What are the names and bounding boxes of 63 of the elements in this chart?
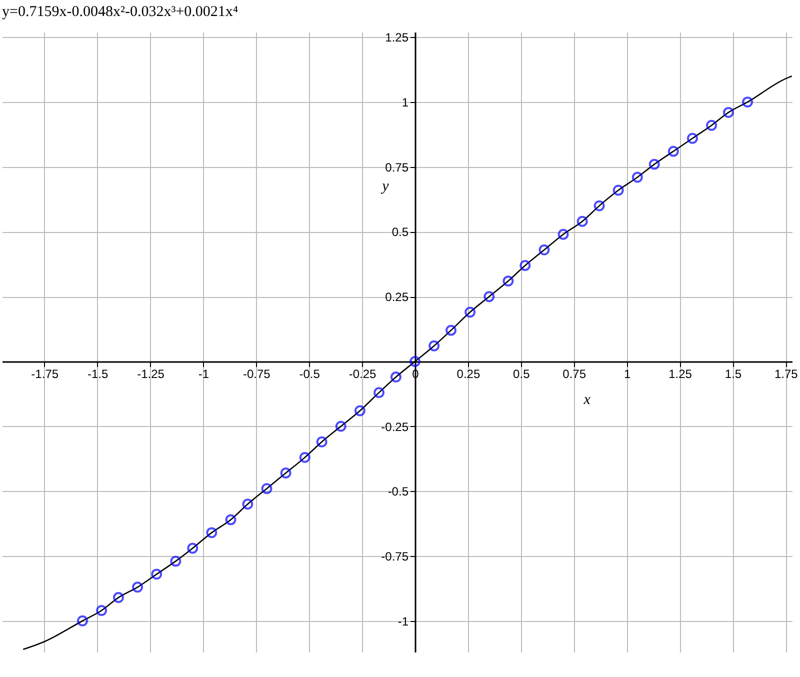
x-tick-label: -1.5: [87, 366, 108, 381]
x-axis-title: x: [582, 392, 591, 408]
point: [335, 420, 346, 432]
point: [299, 452, 310, 463]
y-tick-label: 0.5: [392, 225, 409, 240]
point: [96, 605, 108, 616]
point: [316, 436, 328, 448]
point: [187, 542, 198, 554]
point: [428, 340, 440, 352]
x-tick-label: 1: [624, 366, 631, 381]
point: [410, 356, 420, 367]
x-tick-label: 0.25: [456, 366, 480, 381]
y-tick-label: -0.5: [388, 484, 409, 499]
x-tick-label: -1.75: [31, 366, 59, 381]
y-tick-label: 1.25: [385, 30, 409, 45]
point: [648, 158, 660, 170]
y-tick-label: 0.75: [385, 160, 409, 174]
point: [558, 228, 569, 240]
y-tick-label: 0.25: [385, 290, 409, 304]
x-tick-label: -0.25: [348, 366, 377, 381]
point: [242, 498, 254, 510]
point: [668, 146, 679, 157]
x-tick-label: -0.5: [299, 366, 320, 381]
point: [464, 306, 476, 318]
point: [170, 556, 182, 567]
point: [113, 592, 124, 603]
point: [206, 527, 218, 538]
x-tick-label: -1: [198, 366, 210, 381]
x-tick-label: 0.5: [513, 366, 530, 381]
x-tick-label: -0.75: [242, 366, 271, 381]
point: [538, 244, 550, 256]
x-tick-label: 1.75: [774, 366, 798, 381]
point: [390, 372, 402, 382]
y-tick-label: 1: [402, 96, 409, 110]
point: [132, 582, 144, 593]
point: [225, 514, 236, 526]
x-tick-label: 0.75: [562, 366, 586, 381]
point: [446, 324, 456, 336]
x-tick-label: 1.25: [668, 366, 692, 381]
point: [632, 172, 643, 183]
point: [77, 615, 88, 626]
point: [261, 483, 272, 494]
point: [576, 216, 588, 227]
point: [374, 387, 384, 398]
point: [722, 106, 734, 118]
point: [354, 405, 366, 416]
point: [594, 200, 605, 212]
y-tick-label: -0.25: [381, 420, 409, 434]
point: [520, 260, 531, 271]
x-tick-label: -1.25: [137, 366, 165, 381]
y-axis-title: y: [380, 178, 390, 195]
point: [280, 468, 292, 478]
point: [742, 96, 753, 108]
point: [484, 291, 495, 302]
point: [612, 184, 624, 196]
point: [706, 120, 717, 131]
y-tick-label: -1: [398, 614, 409, 628]
point: [502, 276, 514, 286]
point: [686, 132, 698, 144]
point: [151, 568, 162, 580]
chart-title: y=0.7159x-0.0048x²-0.032x³+0.0021x⁴: [2, 4, 238, 20]
y-tick-label: -0.75: [381, 550, 409, 564]
x-tick-label: 1.5: [724, 366, 742, 381]
